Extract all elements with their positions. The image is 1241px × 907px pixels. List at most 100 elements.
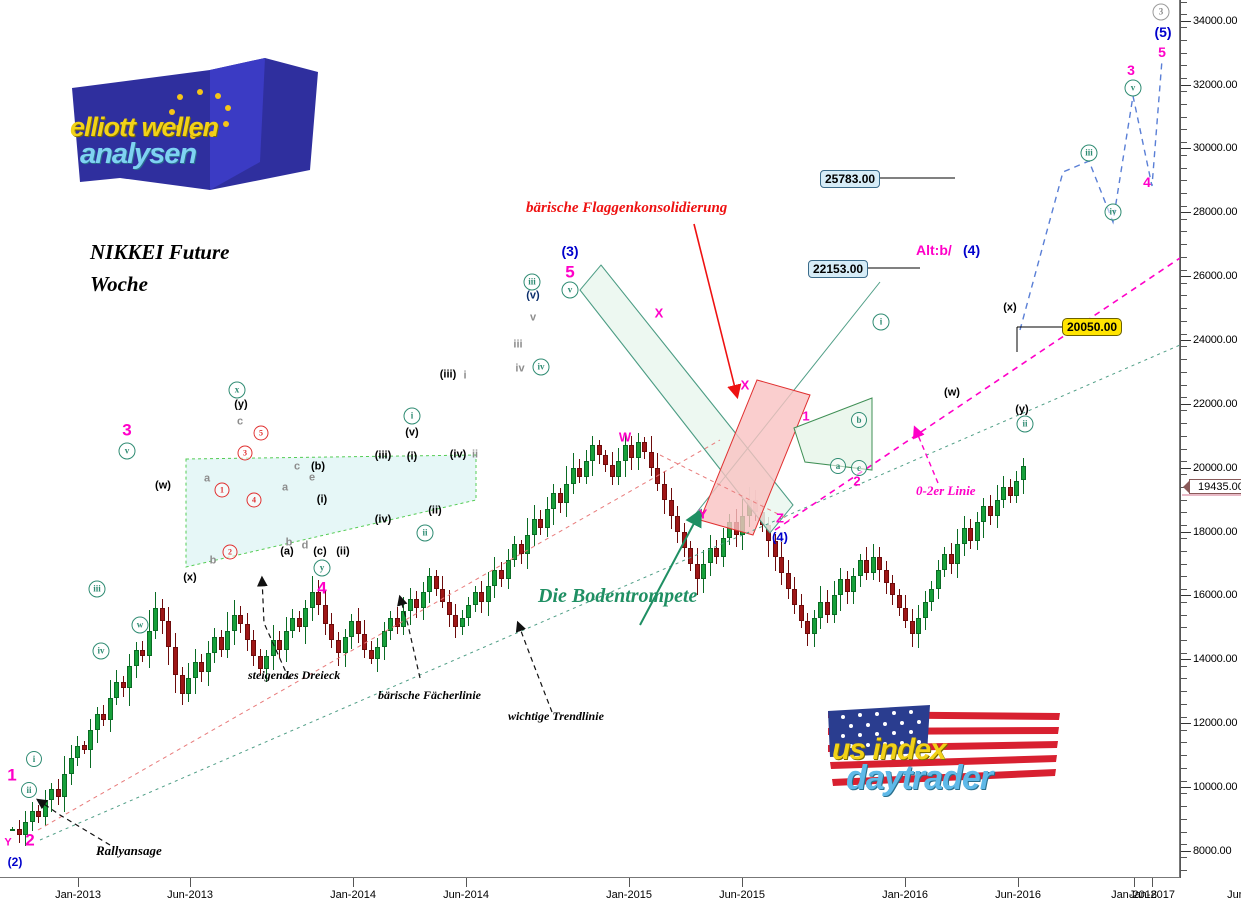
y-axis-minor-tick [1181, 576, 1187, 578]
y-axis-tick [1181, 20, 1191, 22]
wave-label-3: 3 [122, 420, 132, 440]
y-axis-label: 20000.00 [1193, 461, 1238, 474]
wave-label-iv: iv [515, 362, 525, 375]
current-price-underline [1182, 493, 1241, 496]
y-axis-minor-tick [1181, 27, 1187, 29]
x-axis-tick [190, 878, 191, 887]
y-axis-label: 18000.00 [1193, 525, 1238, 538]
circled-wave-label-ii: ii [416, 524, 434, 542]
x-axis-tick [353, 878, 354, 887]
wave-label-group: 1 Y 2 (2) 3 (w) (x) 4 a b c (y) a b c d e (a) (b) (c) (i) (ii… [4, 24, 1172, 868]
candle-body [10, 828, 15, 831]
x-axis-tick [1018, 878, 1019, 887]
y-axis-minor-tick [1181, 589, 1187, 591]
y-axis-tick [1181, 340, 1191, 342]
wave-label-iii: (iii) [374, 449, 392, 462]
wave-label-i: (i) [316, 493, 328, 506]
wave-label-ii: (ii) [428, 504, 442, 517]
y-axis-minor-tick [1181, 308, 1187, 310]
usindex-logo-text-bottom: daytrader [846, 759, 993, 797]
x-axis-tick [905, 878, 906, 887]
y-axis-label: 28000.00 [1193, 206, 1238, 219]
y-axis-minor-tick [1181, 52, 1187, 54]
annotation-bodentrompete: Die Bodentrompete [538, 585, 698, 607]
page-subtitle: Woche [90, 272, 148, 296]
x-axis-label: Jan-2014 [330, 889, 376, 901]
y-axis-minor-tick [1181, 435, 1187, 437]
circled-wave-label-i: i [872, 313, 890, 331]
usindex-logo-text-top: us index [832, 733, 947, 766]
wave-label-X: X [654, 305, 664, 321]
annotation-alt-b-degree: (4) [963, 242, 981, 258]
elliott-logo-text-top: elliott wellen [70, 112, 219, 142]
y-axis-minor-tick [1181, 767, 1187, 769]
wave-label-w: (w) [944, 386, 960, 399]
circled-wave-label-y: y [313, 559, 331, 577]
circled-wave-label-iii: iii [1080, 144, 1098, 162]
y-axis-tick [1181, 531, 1191, 533]
y-axis-minor-tick [1181, 244, 1187, 246]
wave-label-4: 4 [1143, 174, 1151, 190]
wave-label-Y: Y [698, 506, 708, 522]
wave-label-a: (a) [280, 545, 294, 558]
circled-wave-label-iv: iv [532, 358, 550, 376]
y-axis-tick [1181, 659, 1191, 661]
y-axis-minor-tick [1181, 601, 1187, 603]
y-axis-minor-tick [1181, 180, 1187, 182]
x-axis[interactable]: Jan-2013 Jun-2013 Jan-2014 Jun-2014 Jan-2015… [0, 878, 1241, 907]
y-axis-minor-tick [1181, 257, 1187, 258]
circled-wave-label-4: 4 [246, 492, 262, 508]
circled-wave-label-5: 5 [253, 425, 269, 441]
elliott-logo-text-bottom: analysen [80, 138, 197, 170]
y-axis-minor-tick [1181, 346, 1187, 348]
wave-label-2: 2 [25, 830, 35, 850]
y-axis-minor-tick [1181, 359, 1187, 361]
y-axis-minor-tick [1181, 665, 1187, 667]
wave-label-c: c [293, 460, 301, 473]
circled-wave-label-1: 1 [214, 482, 230, 498]
y-axis-tick [1181, 276, 1191, 278]
y-axis-label: 30000.00 [1193, 142, 1238, 155]
wave-label-3: 3 [1127, 62, 1135, 78]
circled-wave-label-a: a [830, 458, 846, 474]
y-axis-minor-tick [1181, 806, 1187, 808]
y-axis-minor-tick [1181, 512, 1187, 514]
y-axis[interactable]: 34000.00 32000.00 30000.00 28000.00 26000.00… [1180, 0, 1241, 878]
price-box-20050[interactable]: 20050.00 [1062, 318, 1123, 336]
y-axis-tick [1181, 723, 1191, 725]
y-axis-minor-tick [1181, 205, 1187, 207]
y-axis-minor-tick [1181, 116, 1187, 118]
x-axis-label: Jun-2017 [1227, 889, 1241, 901]
annotation-bearish-flag: bärische Flaggenkonsolidierung [526, 200, 728, 216]
wave-label-4: (4) [772, 529, 788, 545]
wave-label-5: 5 [1158, 44, 1166, 60]
circled-wave-label-v: v [118, 442, 136, 460]
candle-body [29, 810, 35, 823]
y-axis-tick [1181, 403, 1191, 405]
y-axis-minor-tick [1181, 857, 1187, 859]
y-axis-label: 8000.00 [1193, 844, 1232, 857]
y-axis-tick [1181, 148, 1191, 150]
price-box-22153[interactable]: 22153.00 [808, 260, 869, 278]
y-axis-minor-tick [1181, 627, 1187, 629]
y-axis-label: 34000.00 [1193, 14, 1238, 27]
circled-wave-label-i: i [26, 751, 42, 767]
x-axis-label: Jan-2016 [882, 889, 928, 901]
circled-wave-label-w: w [131, 616, 149, 634]
y-axis-minor-tick [1181, 818, 1187, 820]
current-price-tag[interactable]: 19435.00 [1183, 478, 1241, 494]
y-axis-tick [1181, 595, 1191, 597]
wave-label-i: (i) [406, 450, 418, 463]
y-axis-minor-tick [1181, 550, 1187, 552]
wave-label-5: (5) [1154, 24, 1172, 40]
x-axis-label: Jan-2017 [1129, 889, 1175, 901]
x-axis-label: Jun-2015 [719, 889, 765, 901]
y-axis-minor-tick [1181, 231, 1187, 233]
wave-label-v: (v) [405, 426, 419, 439]
circled-wave-label-c: c [851, 460, 867, 476]
x-axis-tick [78, 878, 79, 887]
wave-label-2: 2 [853, 473, 861, 489]
wave-label-v: (v) [526, 289, 540, 302]
price-box-25783[interactable]: 25783.00 [820, 170, 881, 188]
y-axis-minor-tick [1181, 384, 1187, 386]
